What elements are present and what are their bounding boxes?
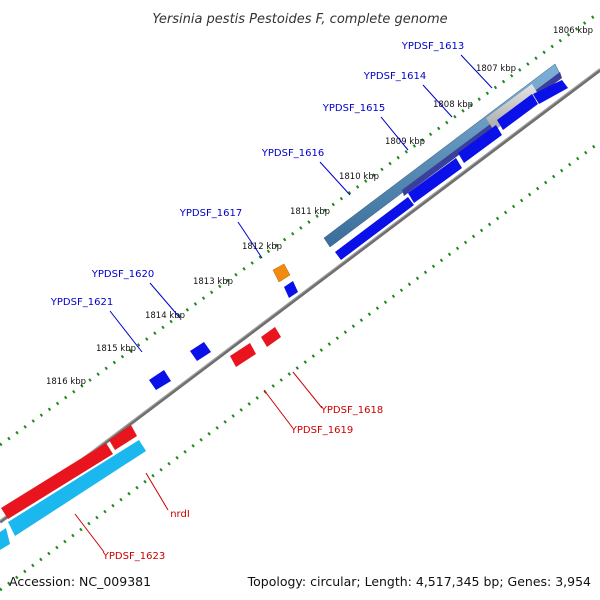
forward-track [149,63,568,390]
gene-leader-line [74,513,105,553]
gene-label-YPDSF_1620[interactable]: YPDSF_1620 [91,269,154,280]
tick-label: 1814 kbp [145,311,185,321]
tick-label: 1815 kbp [96,344,136,354]
gene-label-YPDSF_1616[interactable]: YPDSF_1616 [261,148,324,159]
gene-arrow-icon[interactable] [1,443,113,519]
genome-backbone [0,68,600,524]
gene-arrow-icon[interactable] [533,80,568,104]
gene-arrow-icon[interactable] [458,125,502,163]
gene-arrow-icon[interactable] [230,343,256,367]
gene-leader-line [422,84,453,118]
tick-labels: 1806 kbp 1807 kbp 1808 kbp 1809 kbp 1810 kbp… [46,26,593,387]
gene-arrow-icon[interactable] [284,281,298,298]
gene-label-YPDSF_1621[interactable]: YPDSF_1621 [50,297,113,308]
tick-label: 1807 kbp [476,64,516,74]
reverse-track [0,327,281,550]
gene-arrow-icon[interactable] [497,94,538,130]
gene-leader-line [460,54,493,89]
tick-label: 1806 kbp [553,26,593,36]
tick-label: 1811 kbp [290,207,330,217]
gene-arrow-icon[interactable] [261,327,281,347]
gene-leader-line [237,221,263,259]
gene-label-YPDSF_1618[interactable]: YPDSF_1618 [320,405,383,416]
gene-label-YPDSF_1613[interactable]: YPDSF_1613 [401,41,464,52]
gene-leader-line [145,472,169,511]
genome-backbone-highlight [0,68,600,521]
gene-leader-line [319,161,351,196]
genome-summary-text: Topology: circular; Length: 4,517,345 bp… [247,574,591,589]
map-title: Yersinia pestis Pestoides F, complete ge… [152,12,447,27]
tick-label: 1809 kbp [385,137,425,147]
gene-labels: YPDSF_1613 YPDSF_1614 YPDSF_1615 YPDSF_1616… [50,41,493,562]
tick-label: 1813 kbp [193,277,233,287]
gene-leader-line [292,371,323,409]
gene-label-YPDSF_1615[interactable]: YPDSF_1615 [322,103,385,114]
feature-YPDSF_1614-band[interactable] [402,72,562,196]
tick-label: 1812 kbp [242,242,282,252]
gene-arrow-icon[interactable] [109,425,137,450]
tick-label: 1816 kbp [46,377,86,387]
gene-leader-line [263,389,293,428]
gene-label-YPDSF_1614[interactable]: YPDSF_1614 [363,71,426,82]
gene-leader-line [380,116,409,151]
rna-feature-partial[interactable] [0,528,10,550]
tick-label: 1810 kbp [339,172,379,182]
gene-arrow-icon[interactable] [190,342,211,361]
gene-arrow-icon[interactable] [408,158,462,203]
gene-label-YPDSF_1623[interactable]: YPDSF_1623 [102,551,165,562]
tick-label: 1808 kbp [433,100,473,110]
gene-label-YPDSF_1619[interactable]: YPDSF_1619 [290,425,353,436]
gene-arrow-icon[interactable] [335,197,414,260]
gene-label-nrdI[interactable]: nrdI [170,509,190,520]
accession-text: Accession: NC_009381 [9,574,151,589]
rna-feature[interactable] [8,440,146,536]
gene-leader-line [109,310,143,353]
gene-leader-line [149,282,181,319]
gene-orange-orf[interactable] [272,263,291,283]
gene-arrow-icon[interactable] [149,370,171,390]
gene-label-YPDSF_1617[interactable]: YPDSF_1617 [179,208,242,219]
